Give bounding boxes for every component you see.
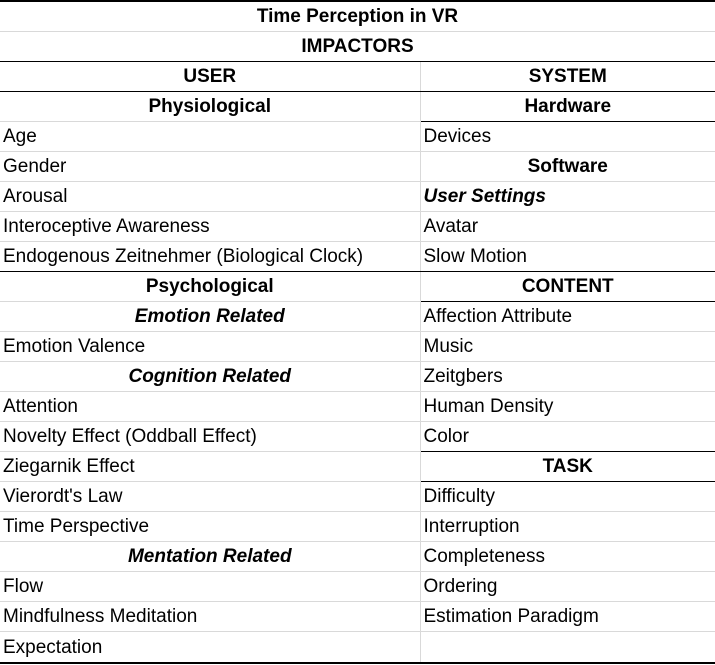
user-cell: Mentation Related bbox=[0, 541, 421, 572]
table-subtitle: IMPACTORS bbox=[0, 31, 715, 62]
subtitle-row: IMPACTORS bbox=[0, 31, 715, 62]
user-cell: Arousal bbox=[0, 181, 421, 212]
table-row: Expectation bbox=[0, 631, 715, 664]
system-cell: Devices bbox=[420, 121, 715, 152]
system-cell bbox=[420, 631, 715, 664]
table-row: Vierordt's Law Difficulty bbox=[0, 481, 715, 512]
system-cell: Zeitgbers bbox=[420, 361, 715, 392]
user-cell: Expectation bbox=[0, 631, 421, 664]
system-cell: Human Density bbox=[420, 391, 715, 422]
table-row: Ziegarnik Effect TASK bbox=[0, 451, 715, 482]
user-cell: Time Perspective bbox=[0, 511, 421, 542]
user-cell: Attention bbox=[0, 391, 421, 422]
user-cell: Psychological bbox=[0, 271, 421, 302]
system-cell: Music bbox=[420, 331, 715, 362]
system-cell: Estimation Paradigm bbox=[420, 601, 715, 632]
user-cell: Gender bbox=[0, 151, 421, 182]
table-row: Arousal User Settings bbox=[0, 181, 715, 212]
user-cell: Flow bbox=[0, 571, 421, 602]
system-cell: CONTENT bbox=[420, 271, 715, 302]
system-cell: Hardware bbox=[420, 91, 715, 122]
system-cell: Slow Motion bbox=[420, 241, 715, 272]
table-row: Attention Human Density bbox=[0, 391, 715, 422]
table-row: Cognition Related Zeitgbers bbox=[0, 361, 715, 392]
table-row: Physiological Hardware bbox=[0, 91, 715, 122]
user-cell: Interoceptive Awareness bbox=[0, 211, 421, 242]
column-header-user: USER bbox=[0, 61, 421, 92]
system-cell: Color bbox=[420, 421, 715, 452]
table-title: Time Perception in VR bbox=[0, 0, 715, 32]
user-cell: Endogenous Zeitnehmer (Biological Clock) bbox=[0, 241, 421, 272]
system-cell: Software bbox=[420, 151, 715, 182]
table-row: Flow Ordering bbox=[0, 571, 715, 602]
title-row: Time Perception in VR bbox=[0, 0, 715, 32]
table-row: Age Devices bbox=[0, 121, 715, 152]
table-row: Novelty Effect (Oddball Effect) Color bbox=[0, 421, 715, 452]
user-cell: Cognition Related bbox=[0, 361, 421, 392]
system-cell: TASK bbox=[420, 451, 715, 482]
user-cell: Ziegarnik Effect bbox=[0, 451, 421, 482]
system-cell: Affection Attribute bbox=[420, 301, 715, 332]
user-cell: Vierordt's Law bbox=[0, 481, 421, 512]
system-cell: Completeness bbox=[420, 541, 715, 572]
table-row: Interoceptive Awareness Avatar bbox=[0, 211, 715, 242]
table-row: Emotion Valence Music bbox=[0, 331, 715, 362]
user-cell: Emotion Related bbox=[0, 301, 421, 332]
table-row: Emotion Related Affection Attribute bbox=[0, 301, 715, 332]
column-header-system: SYSTEM bbox=[420, 61, 715, 92]
system-cell: Interruption bbox=[420, 511, 715, 542]
user-cell: Emotion Valence bbox=[0, 331, 421, 362]
system-cell: Difficulty bbox=[420, 481, 715, 512]
system-cell: Ordering bbox=[420, 571, 715, 602]
table-row: Mentation Related Completeness bbox=[0, 541, 715, 572]
system-cell: User Settings bbox=[420, 181, 715, 212]
column-header-row: USER SYSTEM bbox=[0, 61, 715, 92]
table-row: Mindfulness Meditation Estimation Paradig… bbox=[0, 601, 715, 632]
user-cell: Age bbox=[0, 121, 421, 152]
user-cell: Mindfulness Meditation bbox=[0, 601, 421, 632]
system-cell: Avatar bbox=[420, 211, 715, 242]
table-row: Gender Software bbox=[0, 151, 715, 182]
user-cell: Physiological bbox=[0, 91, 421, 122]
user-cell: Novelty Effect (Oddball Effect) bbox=[0, 421, 421, 452]
table-row: Psychological CONTENT bbox=[0, 271, 715, 302]
table-row: Time Perspective Interruption bbox=[0, 511, 715, 542]
table-row: Endogenous Zeitnehmer (Biological Clock)… bbox=[0, 241, 715, 272]
